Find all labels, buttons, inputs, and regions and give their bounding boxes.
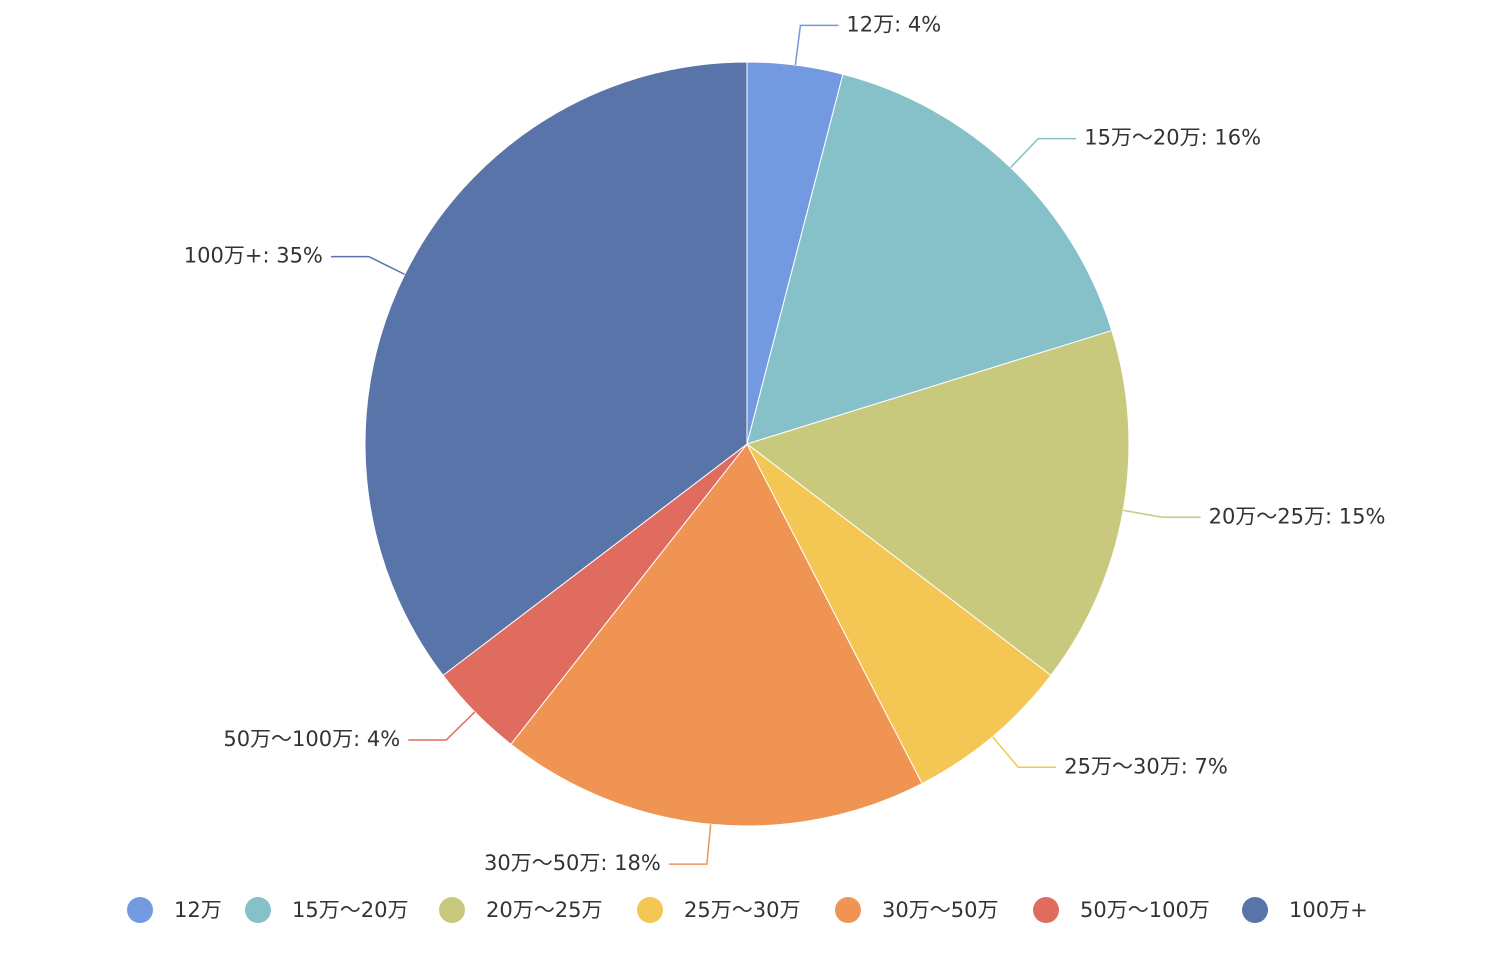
slice-label-value: 18% [614,851,661,875]
slice-label-separator: : [1201,126,1215,150]
legend-label: 20万～25万 [486,898,602,922]
slice-label-separator: : [262,244,276,268]
slice-label-separator: : [353,727,367,751]
slice-label-category: 30万～50万 [484,851,600,875]
label-line [408,711,476,741]
legend-label: 12万 [174,898,222,922]
slice-label-value: 7% [1194,754,1227,778]
slice-label-separator: : [894,12,908,36]
slice-label: 12万: 4% [846,12,941,36]
slice-label: 15万～20万: 16% [1084,126,1261,150]
legend-marker [835,897,861,923]
slice-label: 30万～50万: 18% [484,851,661,875]
legend-marker [1242,897,1268,923]
slice-label-value: 4% [908,12,941,36]
slice-label-separator: : [600,851,614,875]
slice-label-separator: : [1181,754,1195,778]
legend-label: 30万～50万 [882,898,998,922]
legend-marker [245,897,271,923]
label-line [668,824,712,865]
legend-marker [1033,897,1059,923]
label-line [1123,509,1201,519]
slice-label-value: 35% [276,244,323,268]
slice-label-value: 4% [367,727,400,751]
slice-label: 20万～25万: 15% [1209,504,1386,528]
label-line [330,255,406,276]
slice-label-category: 100万+ [184,244,263,268]
legend-label: 25万～30万 [684,898,800,922]
pie-slice [364,61,748,677]
legend-label: 15万～20万 [292,898,408,922]
slice-label-category: 12万 [846,12,894,36]
slice-label-category: 15万～20万 [1084,126,1200,150]
legend-marker [637,897,663,923]
pie-slice [746,443,1052,785]
pie-slice [510,443,923,827]
slice-label: 50万～100万: 4% [223,727,400,751]
slice-label-value: 16% [1214,126,1261,150]
legend-marker [127,897,153,923]
legend-marker [439,897,465,923]
label-line [991,736,1057,769]
slice-label-category: 25万～30万 [1064,754,1180,778]
label-line [794,24,839,66]
slice-label-category: 20万～25万 [1209,504,1325,528]
slice-label-category: 50万～100万 [223,727,353,751]
pie-slice [745,329,1130,677]
slice-label: 100万+: 35% [184,244,323,268]
legend-label: 100万+ [1289,898,1368,922]
slice-label-separator: : [1325,504,1339,528]
pie-slice [746,73,1113,445]
legend-label: 50万～100万 [1080,898,1210,922]
label-line [1010,137,1077,169]
slice-label: 25万～30万: 7% [1064,754,1228,778]
slice-label-value: 15% [1339,504,1386,528]
